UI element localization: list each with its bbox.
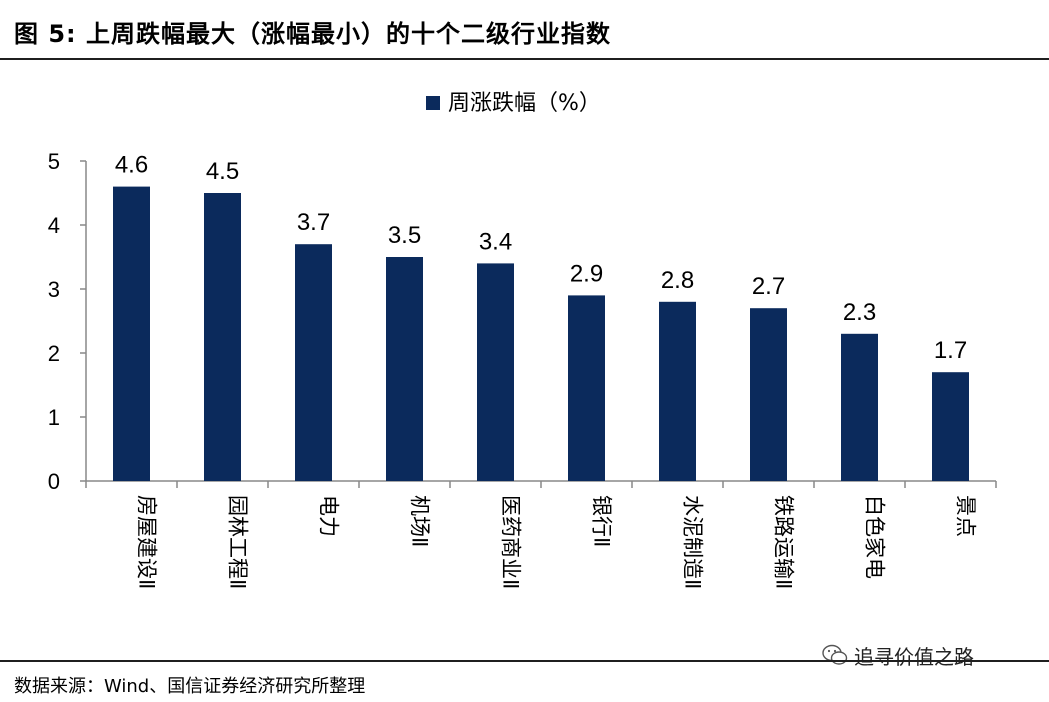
y-tick-label: 3 bbox=[48, 277, 60, 302]
watermark-text: 追寻价值之路 bbox=[854, 644, 974, 669]
legend-swatch bbox=[426, 96, 440, 110]
data-label: 2.7 bbox=[752, 273, 785, 300]
y-tick-label: 1 bbox=[48, 405, 60, 430]
bar bbox=[386, 257, 423, 481]
data-label: 2.8 bbox=[661, 267, 694, 294]
y-tick-label: 2 bbox=[48, 341, 60, 366]
data-label: 4.5 bbox=[206, 158, 239, 185]
data-label: 3.7 bbox=[297, 209, 330, 236]
data-label: 2.3 bbox=[843, 299, 876, 326]
data-label: 2.9 bbox=[570, 260, 603, 287]
source-bar: 数据来源：Wind、国信证券经济研究所整理 bbox=[0, 660, 1049, 702]
title-bar: 图 5: 上周跌幅最大（涨幅最小）的十个二级行业指数 bbox=[0, 0, 1049, 60]
category-label: 银行Ⅱ bbox=[590, 495, 614, 547]
category-label: 房屋建设Ⅱ bbox=[135, 495, 159, 589]
data-label: 1.7 bbox=[934, 337, 967, 364]
data-label: 3.4 bbox=[479, 228, 512, 255]
y-tick-label: 4 bbox=[48, 213, 60, 238]
bar bbox=[659, 301, 696, 481]
category-label: 铁路运输Ⅱ bbox=[772, 495, 796, 589]
category-label: 医药商业Ⅱ bbox=[499, 495, 523, 589]
figure-title: 图 5: 上周跌幅最大（涨幅最小）的十个二级行业指数 bbox=[14, 20, 612, 48]
bar bbox=[204, 193, 241, 481]
category-label: 电力 bbox=[317, 495, 341, 537]
y-tick-label: 5 bbox=[48, 149, 60, 174]
bar bbox=[750, 308, 787, 481]
data-label: 4.6 bbox=[115, 152, 148, 179]
bar bbox=[932, 372, 969, 481]
data-label: 3.5 bbox=[388, 222, 421, 249]
bar bbox=[568, 295, 605, 481]
category-label: 机场Ⅱ bbox=[408, 495, 432, 547]
bar bbox=[295, 244, 332, 481]
category-label: 白色家电 bbox=[863, 495, 887, 579]
bar-chart: 周涨跌幅（%） 0 1 2 3 4 5 4.6 房屋建设Ⅱ 4.5 园林工程Ⅱ 3.7 电力 3.5 机场Ⅱ… bbox=[48, 91, 997, 589]
legend-label: 周涨跌幅（%） bbox=[448, 91, 601, 116]
y-tick-label: 0 bbox=[48, 469, 60, 494]
category-label: 园林工程Ⅱ bbox=[226, 495, 250, 589]
category-label: 水泥制造Ⅱ bbox=[681, 495, 705, 589]
source-note: 数据来源：Wind、国信证券经济研究所整理 bbox=[14, 676, 366, 697]
bar bbox=[841, 333, 878, 481]
bar bbox=[477, 263, 514, 481]
bar bbox=[113, 186, 150, 481]
category-label: 景点 bbox=[954, 495, 978, 537]
